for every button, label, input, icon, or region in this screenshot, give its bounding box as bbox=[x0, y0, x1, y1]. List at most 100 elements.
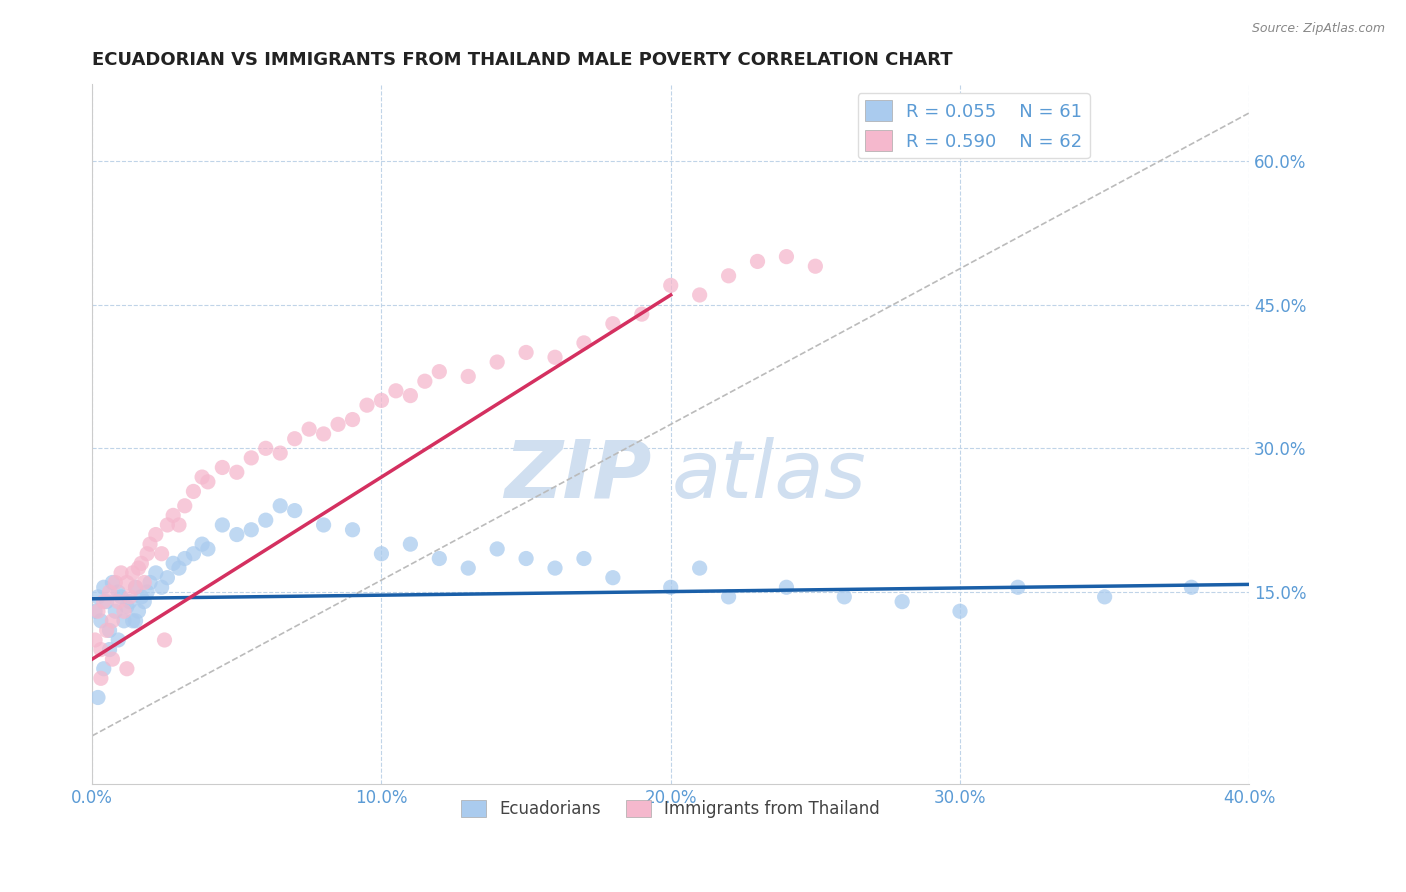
Point bbox=[124, 580, 146, 594]
Point bbox=[121, 614, 143, 628]
Point bbox=[1180, 580, 1202, 594]
Point bbox=[747, 254, 769, 268]
Point bbox=[153, 632, 176, 647]
Point bbox=[139, 575, 162, 590]
Point bbox=[602, 571, 624, 585]
Point bbox=[254, 442, 277, 456]
Point bbox=[115, 575, 138, 590]
Point bbox=[689, 288, 711, 302]
Point bbox=[162, 557, 184, 571]
Point bbox=[689, 561, 711, 575]
Point bbox=[191, 537, 214, 551]
Point bbox=[949, 604, 972, 618]
Point bbox=[121, 566, 143, 580]
Point bbox=[162, 508, 184, 523]
Point bbox=[659, 580, 682, 594]
Point bbox=[225, 527, 247, 541]
Point bbox=[87, 604, 110, 618]
Point bbox=[342, 412, 364, 426]
Point bbox=[134, 575, 156, 590]
Point bbox=[134, 594, 156, 608]
Point bbox=[110, 590, 132, 604]
Point bbox=[602, 317, 624, 331]
Point bbox=[150, 580, 173, 594]
Point bbox=[87, 690, 110, 705]
Point bbox=[717, 590, 740, 604]
Point bbox=[127, 561, 149, 575]
Point bbox=[156, 518, 179, 533]
Point bbox=[101, 575, 124, 590]
Point bbox=[150, 547, 173, 561]
Point bbox=[107, 585, 129, 599]
Point bbox=[98, 585, 121, 599]
Point bbox=[87, 590, 110, 604]
Point bbox=[385, 384, 408, 398]
Point bbox=[96, 624, 118, 638]
Point bbox=[659, 278, 682, 293]
Point bbox=[804, 259, 827, 273]
Point bbox=[131, 557, 153, 571]
Point bbox=[107, 594, 129, 608]
Point bbox=[112, 614, 135, 628]
Point bbox=[191, 470, 214, 484]
Point bbox=[240, 450, 263, 465]
Point bbox=[127, 604, 149, 618]
Point bbox=[457, 369, 479, 384]
Point bbox=[101, 614, 124, 628]
Point bbox=[370, 547, 392, 561]
Point bbox=[269, 499, 291, 513]
Point bbox=[101, 652, 124, 666]
Point bbox=[515, 345, 537, 359]
Point bbox=[312, 518, 335, 533]
Point bbox=[84, 604, 107, 618]
Point bbox=[110, 566, 132, 580]
Point bbox=[544, 561, 567, 575]
Point bbox=[891, 594, 914, 608]
Point bbox=[486, 355, 509, 369]
Point bbox=[90, 642, 112, 657]
Point bbox=[112, 604, 135, 618]
Point bbox=[96, 594, 118, 608]
Legend: Ecuadorians, Immigrants from Thailand: Ecuadorians, Immigrants from Thailand bbox=[454, 793, 887, 824]
Point bbox=[312, 426, 335, 441]
Point bbox=[197, 541, 219, 556]
Point bbox=[98, 624, 121, 638]
Point bbox=[572, 551, 595, 566]
Point bbox=[1094, 590, 1116, 604]
Point bbox=[775, 250, 797, 264]
Text: atlas: atlas bbox=[672, 437, 866, 515]
Point bbox=[630, 307, 652, 321]
Point bbox=[211, 460, 233, 475]
Point bbox=[1007, 580, 1029, 594]
Point bbox=[84, 632, 107, 647]
Point bbox=[717, 268, 740, 283]
Point bbox=[131, 590, 153, 604]
Point bbox=[515, 551, 537, 566]
Point bbox=[115, 599, 138, 614]
Text: ZIP: ZIP bbox=[505, 437, 652, 515]
Point bbox=[399, 388, 422, 402]
Point bbox=[211, 518, 233, 533]
Point bbox=[183, 547, 205, 561]
Point bbox=[124, 614, 146, 628]
Point bbox=[427, 365, 450, 379]
Point bbox=[356, 398, 378, 412]
Point bbox=[413, 374, 436, 388]
Point bbox=[107, 632, 129, 647]
Point bbox=[156, 571, 179, 585]
Point bbox=[118, 590, 141, 604]
Point bbox=[197, 475, 219, 489]
Point bbox=[136, 547, 159, 561]
Point bbox=[145, 566, 167, 580]
Point bbox=[370, 393, 392, 408]
Point bbox=[326, 417, 349, 432]
Point bbox=[90, 614, 112, 628]
Point bbox=[115, 662, 138, 676]
Point bbox=[118, 594, 141, 608]
Point bbox=[145, 527, 167, 541]
Point bbox=[90, 671, 112, 685]
Point bbox=[173, 499, 195, 513]
Text: Source: ZipAtlas.com: Source: ZipAtlas.com bbox=[1251, 22, 1385, 36]
Point bbox=[124, 580, 146, 594]
Point bbox=[298, 422, 321, 436]
